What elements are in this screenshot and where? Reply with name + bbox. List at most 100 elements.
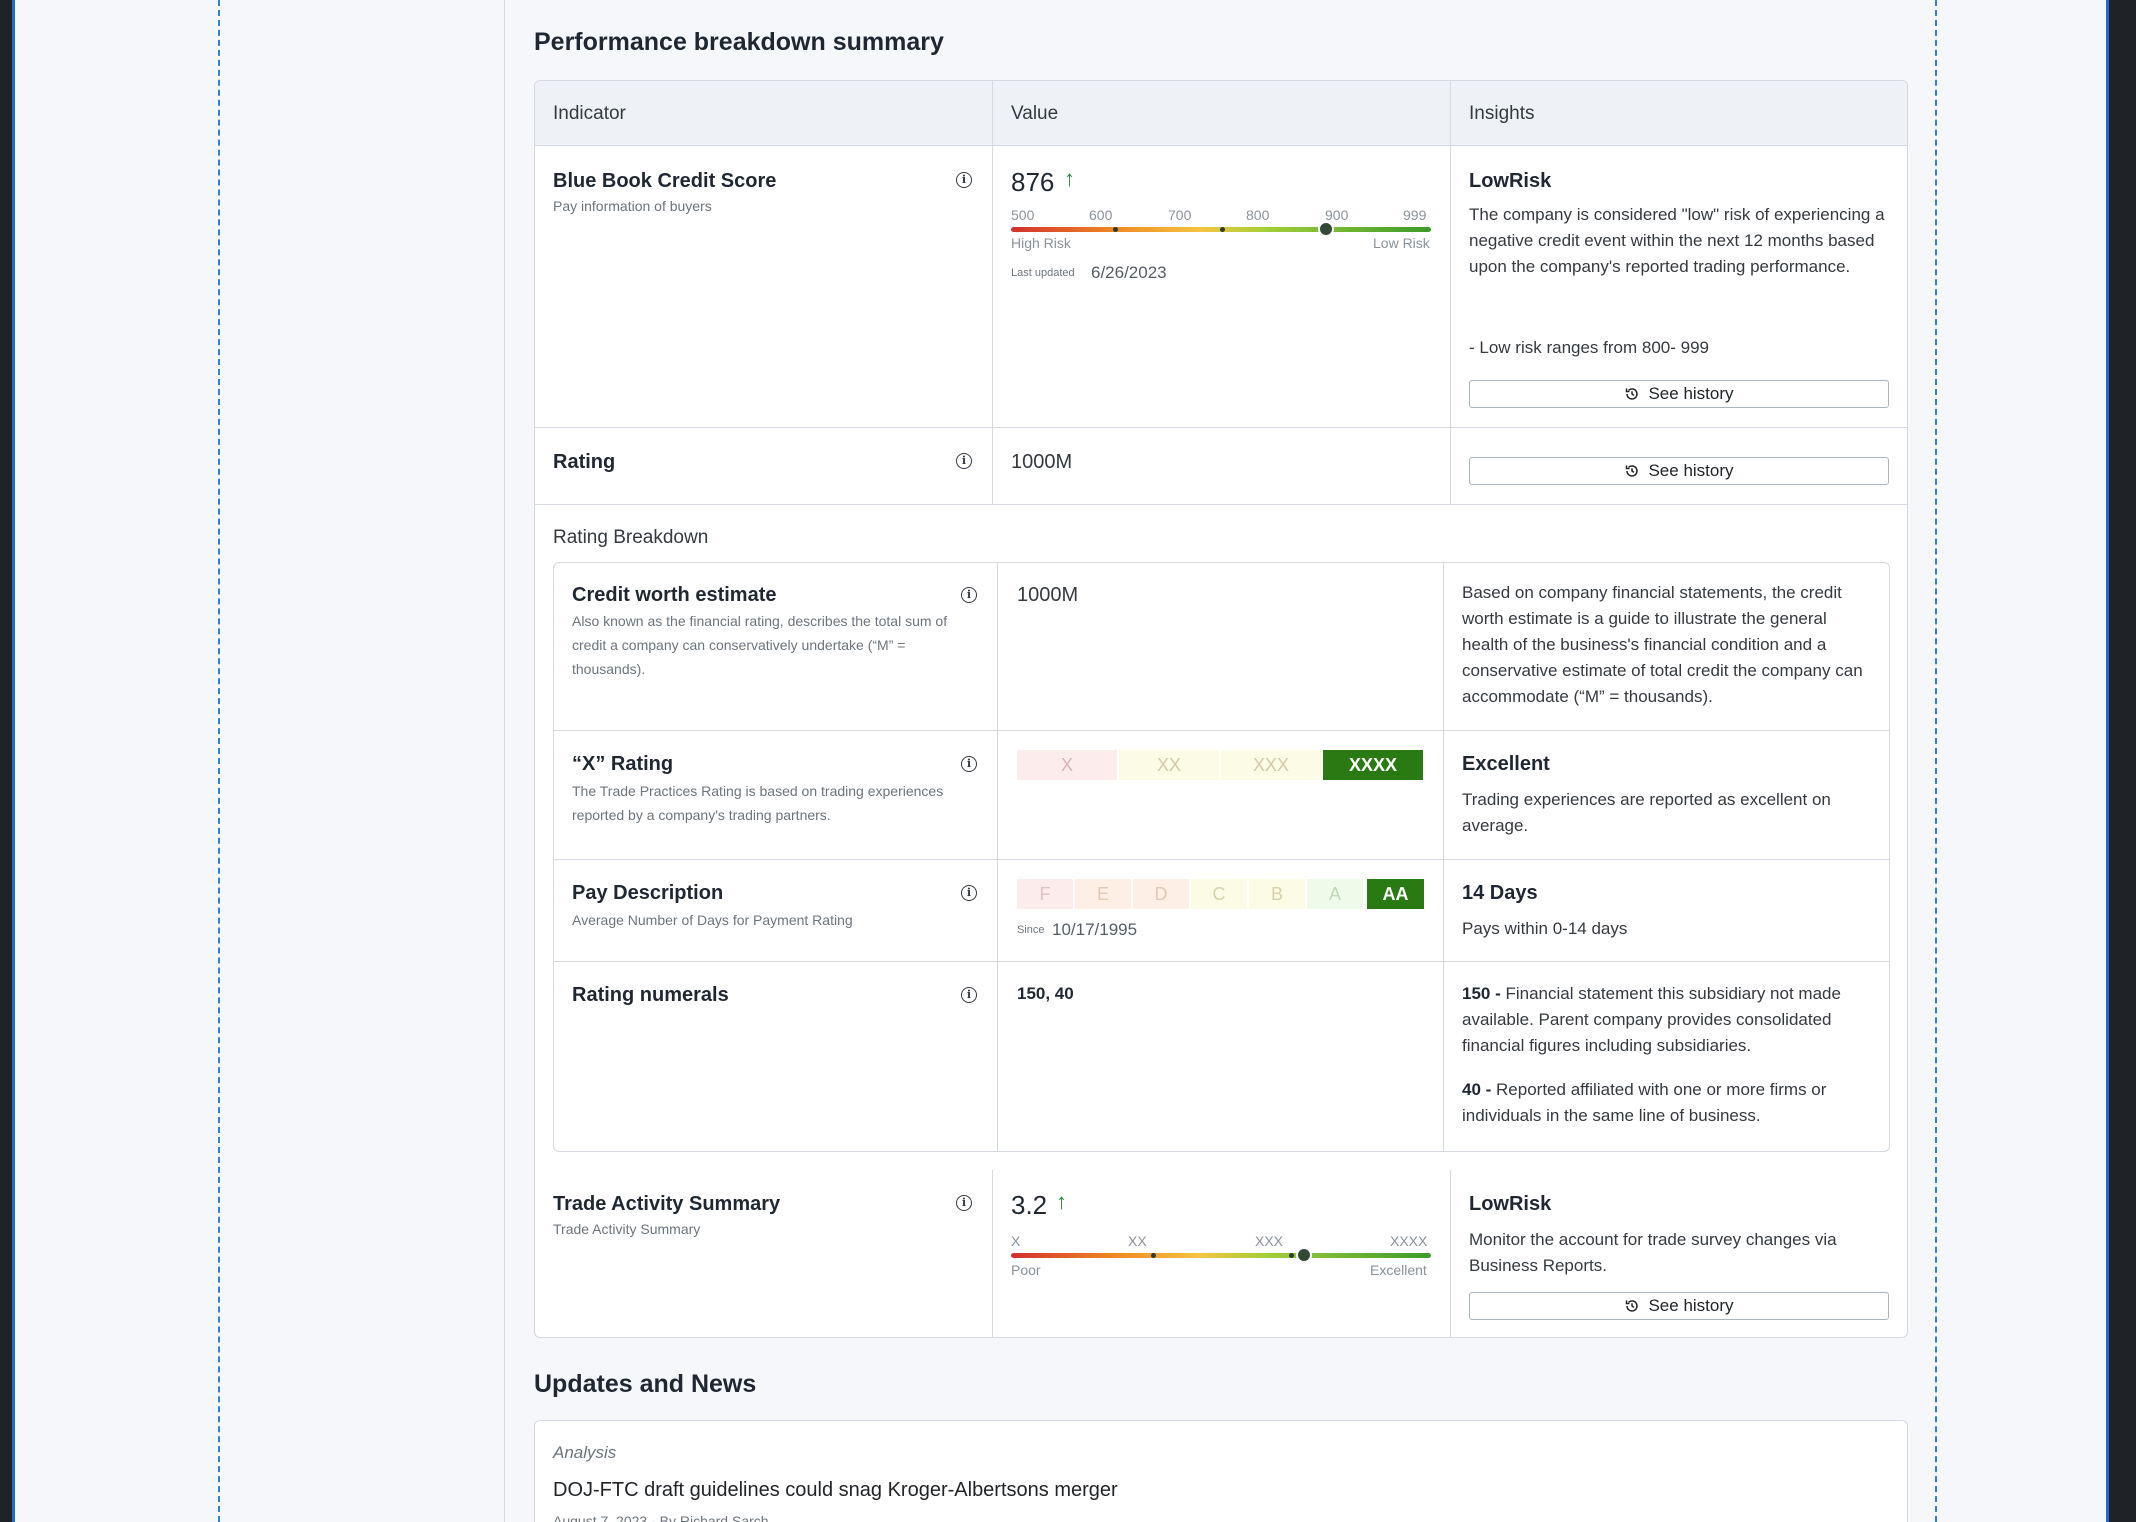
see-history-button[interactable]: See history <box>1469 1292 1889 1320</box>
credit-worth-insight: Based on company financial statements, t… <box>1462 583 1863 706</box>
info-icon[interactable]: i <box>961 587 977 603</box>
trade-activity-high-label: Excellent <box>1370 1262 1427 1278</box>
inner-col-divider-2 <box>1443 563 1444 1151</box>
bluebook-sub: Pay information of buyers <box>553 198 712 214</box>
pay-insight-text: Pays within 0-14 days <box>1462 919 1628 938</box>
x-rating-insight-head: Excellent <box>1462 753 1550 775</box>
header-indicator: Indicator <box>553 103 626 124</box>
rating-name: Rating <box>553 451 616 473</box>
info-icon[interactable]: i <box>961 885 977 901</box>
numeral-150-text: 150 - Financial statement this subsidiar… <box>1462 981 1877 1059</box>
row-divider <box>535 427 1907 428</box>
history-icon <box>1626 465 1639 477</box>
bluebook-low-label: High Risk <box>1011 235 1071 251</box>
col-divider-2b <box>1450 1170 1451 1337</box>
info-icon[interactable]: i <box>961 987 977 1003</box>
sidebar-divider <box>504 0 505 1522</box>
since-label: Since <box>1017 924 1045 936</box>
see-history-label: See history <box>1648 384 1734 403</box>
inner-col-divider-1 <box>997 563 998 1151</box>
pay-segment: A <box>1307 879 1363 909</box>
news-card[interactable]: Analysis DOJ-FTC draft guidelines could … <box>534 1420 1908 1522</box>
rating-numerals-name: Rating numerals <box>572 984 729 1006</box>
row-divider <box>554 961 1889 962</box>
pay-description-name: Pay Description <box>572 882 724 904</box>
info-icon[interactable]: i <box>961 756 977 772</box>
rating-breakdown-table: Credit worth estimate Also known as the … <box>553 562 1890 1152</box>
tick-label: 800 <box>1246 207 1270 223</box>
info-icon[interactable]: i <box>956 172 972 188</box>
tick-label: 999 <box>1403 207 1427 223</box>
tick-label: 500 <box>1011 207 1035 223</box>
pay-segment: C <box>1191 879 1247 909</box>
x-rating-segment: XX <box>1119 750 1219 780</box>
bluebook-high-label: Low Risk <box>1373 235 1430 251</box>
trade-activity-insight-text: Monitor the account for trade survey cha… <box>1469 1230 1837 1275</box>
see-history-label: See history <box>1648 1296 1734 1315</box>
gauge-tick-dot <box>1113 227 1118 232</box>
pay-description-sub: Average Number of Days for Payment Ratin… <box>572 912 853 928</box>
tick-label: X <box>1011 1233 1021 1249</box>
page-canvas: Performance breakdown summary Indicator … <box>15 0 2106 1522</box>
pay-segment: D <box>1133 879 1189 909</box>
trade-activity-score: 3.2 <box>1011 1190 1048 1220</box>
numeral-150-desc: Financial statement this subsidiary not … <box>1462 984 1841 1055</box>
rating-numerals-value: 150, 40 <box>1017 984 1074 1003</box>
gauge-tick-dot <box>1220 227 1225 232</box>
numeral-40-text: 40 - Reported affiliated with one or mor… <box>1462 1077 1877 1129</box>
bluebook-name: Blue Book Credit Score <box>553 170 777 192</box>
rating-breakdown-title: Rating Breakdown <box>553 527 709 548</box>
tick-label: 600 <box>1089 207 1113 223</box>
x-rating-insight-text: Trading experiences are reported as exce… <box>1462 790 1831 835</box>
history-icon <box>1626 1300 1639 1312</box>
x-rating-segment: XXX <box>1221 750 1321 780</box>
col-divider-2 <box>1450 81 1451 505</box>
bluebook-ticks: 500 600 700 800 900 999 <box>1011 207 1431 225</box>
since-date: 10/17/1995 <box>1052 920 1138 939</box>
see-history-button[interactable]: See history <box>1469 380 1889 408</box>
credit-worth-value: 1000M <box>1017 584 1079 606</box>
tick-label: 700 <box>1168 207 1192 223</box>
numeral-40-desc: Reported affiliated with one or more fir… <box>1462 1080 1827 1125</box>
numeral-40-key: 40 - <box>1462 1080 1492 1099</box>
news-headline[interactable]: DOJ-FTC draft guidelines could snag Krog… <box>553 1479 1118 1501</box>
trade-activity-sub: Trade Activity Summary <box>553 1221 701 1237</box>
pay-segment: E <box>1075 879 1131 909</box>
row-divider <box>554 859 1889 860</box>
see-history-label: See history <box>1648 461 1734 480</box>
trade-activity-gauge-knob <box>1296 1247 1312 1263</box>
pay-segment: B <box>1249 879 1305 909</box>
rating-value: 1000M <box>1011 451 1073 473</box>
last-updated-label: Last updated <box>1011 267 1075 279</box>
tick-label: 900 <box>1325 207 1349 223</box>
gauge-tick-dot <box>1289 1253 1294 1258</box>
arrow-up-icon: ↑ <box>1056 1189 1067 1214</box>
see-history-button[interactable]: See history <box>1469 457 1889 485</box>
news-category: Analysis <box>553 1443 617 1462</box>
x-rating-segment-active: XXXX <box>1323 750 1423 780</box>
info-icon[interactable]: i <box>956 1195 972 1211</box>
history-icon <box>1626 388 1639 400</box>
trade-activity-gauge <box>1011 1253 1431 1258</box>
x-rating-sub: The Trade Practices Rating is based on t… <box>572 783 944 823</box>
window-frame-right <box>2106 0 2109 1522</box>
performance-title: Performance breakdown summary <box>534 28 944 56</box>
bluebook-insight-text: The company is considered "low" risk of … <box>1469 205 1885 276</box>
trade-activity-insight-head: LowRisk <box>1469 1193 1552 1215</box>
credit-worth-sub: Also known as the financial rating, desc… <box>572 613 948 677</box>
info-icon[interactable]: i <box>956 453 972 469</box>
trade-activity-ticks: X XX XXX XXXX <box>1011 1233 1431 1251</box>
gauge-tick-dot <box>1151 1253 1156 1258</box>
row-divider <box>554 730 1889 731</box>
window-frame-left <box>12 0 15 1522</box>
table-header: Indicator Value Insights <box>535 81 1907 146</box>
x-rating-segment: X <box>1017 750 1117 780</box>
news-title: Updates and News <box>534 1370 757 1398</box>
trade-activity-name: Trade Activity Summary <box>553 1193 781 1215</box>
pay-insight-head: 14 Days <box>1462 882 1538 904</box>
col-divider-1b <box>992 1170 993 1337</box>
arrow-up-icon: ↑ <box>1064 166 1075 191</box>
layout-guide-right <box>1935 0 1937 1522</box>
row-divider <box>535 504 1907 505</box>
layout-guide-left <box>218 0 220 1522</box>
